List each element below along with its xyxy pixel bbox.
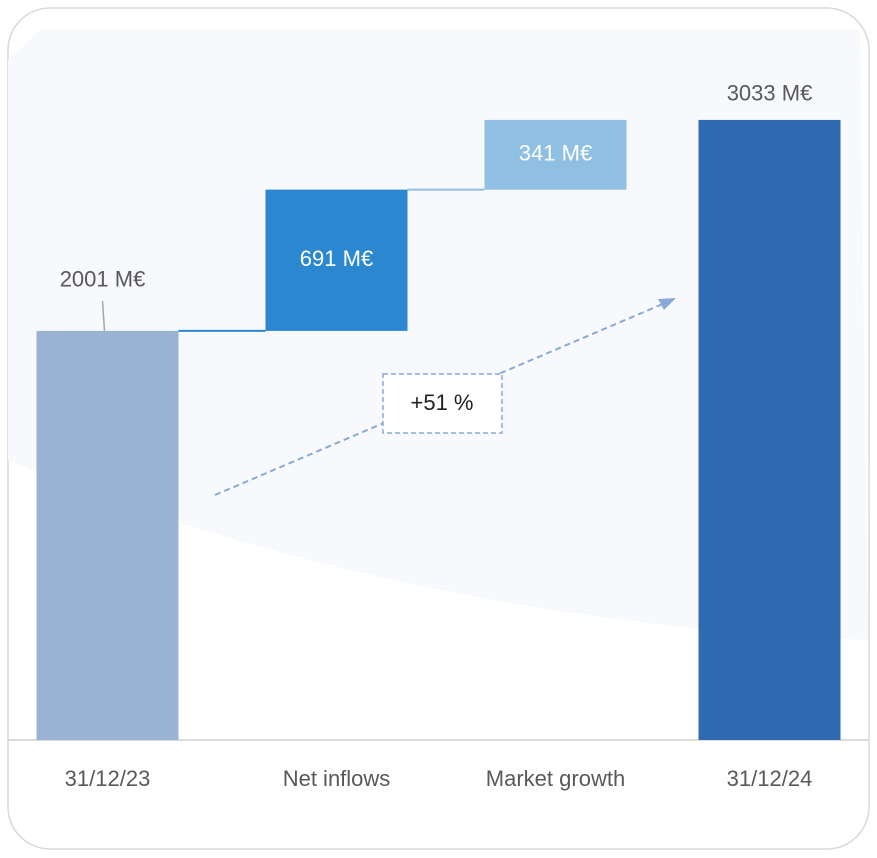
x-tick-label: Market growth	[486, 766, 625, 791]
background-swoosh	[8, 30, 868, 640]
value-label: 3033 M€	[727, 81, 813, 106]
arrow-head	[658, 298, 676, 310]
bar	[265, 189, 408, 331]
bar	[36, 330, 179, 740]
annotation: +51 %	[411, 390, 474, 415]
bar	[698, 119, 841, 741]
x-tick-label: 31/12/23	[65, 766, 151, 791]
x-tick-label: 31/12/24	[727, 766, 813, 791]
value-label: 2001 M€	[60, 267, 146, 292]
annotation-box	[382, 373, 503, 434]
bar	[484, 119, 627, 190]
value-label: 691 M€	[300, 246, 373, 271]
x-tick-label: Net inflows	[283, 766, 391, 791]
value-label: 341 M€	[519, 141, 592, 166]
leader-line	[101, 300, 106, 331]
